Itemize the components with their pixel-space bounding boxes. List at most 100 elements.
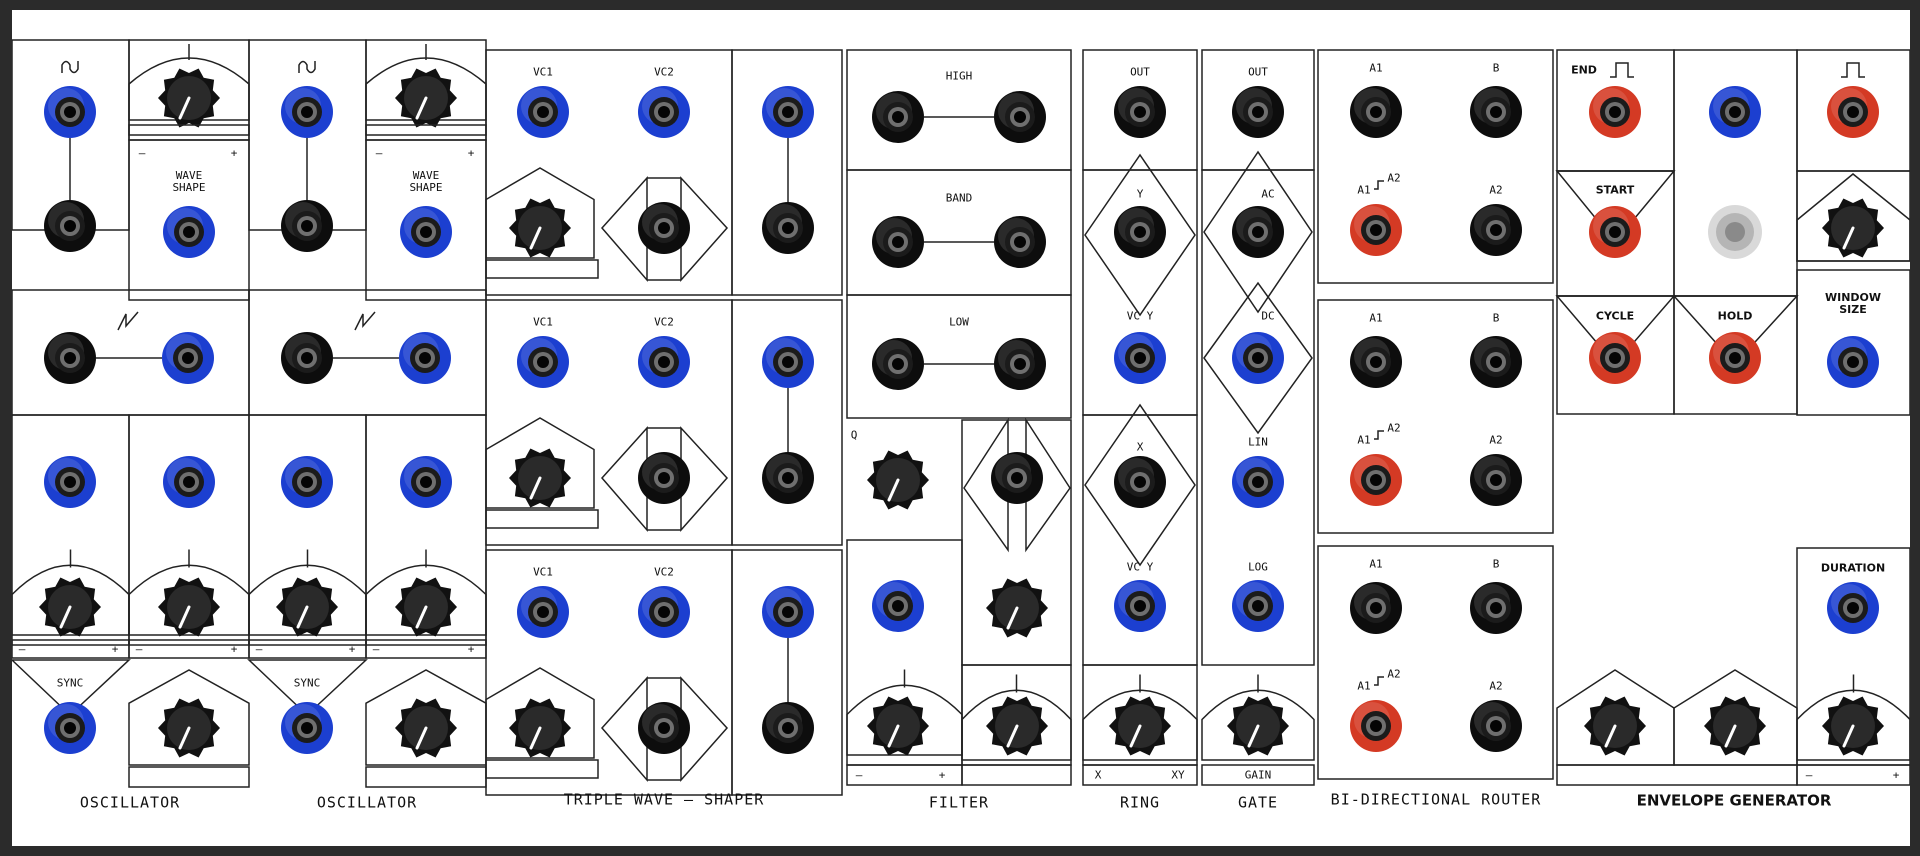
saw-out-jack[interactable] <box>162 332 214 384</box>
router-b-jack[interactable] <box>1470 86 1522 138</box>
low-in-jack[interactable] <box>872 338 924 390</box>
router-a1-jack[interactable] <box>1350 336 1402 388</box>
filter-cv-jack[interactable] <box>872 580 924 632</box>
env-decay-knob[interactable] <box>1704 696 1766 756</box>
shaper-out-jack[interactable] <box>762 586 814 638</box>
sine-out-jack[interactable] <box>44 86 96 138</box>
env-trigger-jack[interactable] <box>1709 86 1761 138</box>
shaper-knob[interactable] <box>509 698 571 758</box>
resonance-knob[interactable] <box>986 578 1048 638</box>
shaper-out-jack[interactable] <box>762 86 814 138</box>
filter-in-jack[interactable] <box>991 452 1043 504</box>
ring-vc-x-jack[interactable] <box>1114 580 1166 632</box>
band-out-jack[interactable] <box>994 216 1046 268</box>
low-out-jack[interactable] <box>994 338 1046 390</box>
vc2-jack[interactable] <box>638 336 690 388</box>
dial-arc <box>1796 689 1910 761</box>
wave-shape-knob[interactable] <box>158 68 220 128</box>
router-b-jack[interactable] <box>1470 336 1522 388</box>
gate-ac-jack[interactable] <box>1232 206 1284 258</box>
router-a2-jack[interactable] <box>1470 700 1522 752</box>
shaper-mix-jack[interactable] <box>762 452 814 504</box>
vc1-jack[interactable] <box>517 86 569 138</box>
env-duration-knob[interactable] <box>1822 696 1884 756</box>
frequency-knob[interactable] <box>39 577 101 637</box>
vc2-jack[interactable] <box>638 586 690 638</box>
freq-cv-jack[interactable] <box>281 456 333 508</box>
gate-gain-knob[interactable] <box>1227 696 1289 756</box>
shaper-knob[interactable] <box>509 198 571 258</box>
router-switch-jack[interactable] <box>1350 204 1402 256</box>
wave-shape-jack[interactable] <box>163 206 215 258</box>
wave-shape-jack[interactable] <box>400 206 452 258</box>
env-cycle-jack[interactable] <box>1589 332 1641 384</box>
gate-lin-jack[interactable] <box>1232 456 1284 508</box>
q-knob[interactable] <box>867 450 929 510</box>
b-label: B <box>1492 311 1500 325</box>
env-hold-jack[interactable] <box>1709 332 1761 384</box>
start-label: START <box>1595 183 1635 197</box>
env-attack-knob[interactable] <box>1584 696 1646 756</box>
minus-label: – <box>1805 768 1813 782</box>
env-pulse-jack[interactable] <box>1827 86 1879 138</box>
freq-cv-jack[interactable] <box>44 456 96 508</box>
dial-arc <box>961 689 1072 761</box>
sync-jack[interactable] <box>281 702 333 754</box>
mod-depth-knob[interactable] <box>395 698 457 758</box>
gate-log-jack[interactable] <box>1232 580 1284 632</box>
saw-in-jack[interactable] <box>44 332 96 384</box>
ring-x-jack[interactable] <box>1114 456 1166 508</box>
frequency-knob[interactable] <box>276 577 338 637</box>
gate-dc-jack[interactable] <box>1232 332 1284 384</box>
shaper-out-cell <box>731 49 843 296</box>
ring-out-jack[interactable] <box>1114 86 1166 138</box>
shaper-in-jack[interactable] <box>638 702 690 754</box>
shaper-in-jack[interactable] <box>638 202 690 254</box>
shaper-mix-jack[interactable] <box>762 202 814 254</box>
env-window-knob[interactable] <box>1822 198 1884 258</box>
fine-knob[interactable] <box>395 577 457 637</box>
saw-in-jack[interactable] <box>281 332 333 384</box>
saw-out-jack[interactable] <box>399 332 451 384</box>
high-in-jack[interactable] <box>872 91 924 143</box>
gate-out-jack[interactable] <box>1232 86 1284 138</box>
sine-in-jack[interactable] <box>44 200 96 252</box>
router-a2-jack[interactable] <box>1470 204 1522 256</box>
wave-shape-knob[interactable] <box>395 68 457 128</box>
ring-vc-y-jack[interactable] <box>1114 332 1166 384</box>
router-a2-jack[interactable] <box>1470 454 1522 506</box>
env-end-jack[interactable] <box>1589 86 1641 138</box>
router-b-jack[interactable] <box>1470 582 1522 634</box>
router-switch-jack[interactable] <box>1350 700 1402 752</box>
env-window-size-jack[interactable] <box>1827 336 1879 388</box>
filter-mod-knob[interactable] <box>986 696 1048 756</box>
fm-cv-jack[interactable] <box>400 456 452 508</box>
ring-mix-knob[interactable] <box>1109 696 1171 756</box>
high-out-jack[interactable] <box>994 91 1046 143</box>
vc2-jack[interactable] <box>638 86 690 138</box>
env-duration-jack[interactable] <box>1827 582 1879 634</box>
env-push-button[interactable] <box>1708 205 1762 259</box>
router-a1-jack[interactable] <box>1350 86 1402 138</box>
fm-cv-jack[interactable] <box>163 456 215 508</box>
fine-knob[interactable] <box>158 577 220 637</box>
ring-y-jack[interactable] <box>1114 206 1166 258</box>
cutoff-knob[interactable] <box>867 696 929 756</box>
module-title: OSCILLATOR <box>79 793 181 812</box>
env-start-jack[interactable] <box>1589 206 1641 258</box>
vc1-jack[interactable] <box>517 336 569 388</box>
module-title: RING <box>1119 793 1161 812</box>
router-a1-jack[interactable] <box>1350 582 1402 634</box>
shaper-out-jack[interactable] <box>762 336 814 388</box>
shaper-knob[interactable] <box>509 448 571 508</box>
mod-depth-knob[interactable] <box>158 698 220 758</box>
router-switch-jack[interactable] <box>1350 454 1402 506</box>
sine-out-jack[interactable] <box>281 86 333 138</box>
a1-a2-step-icon <box>1374 676 1384 686</box>
band-in-jack[interactable] <box>872 216 924 268</box>
vc1-jack[interactable] <box>517 586 569 638</box>
shaper-in-jack[interactable] <box>638 452 690 504</box>
shaper-mix-jack[interactable] <box>762 702 814 754</box>
sync-jack[interactable] <box>44 702 96 754</box>
sine-in-jack[interactable] <box>281 200 333 252</box>
